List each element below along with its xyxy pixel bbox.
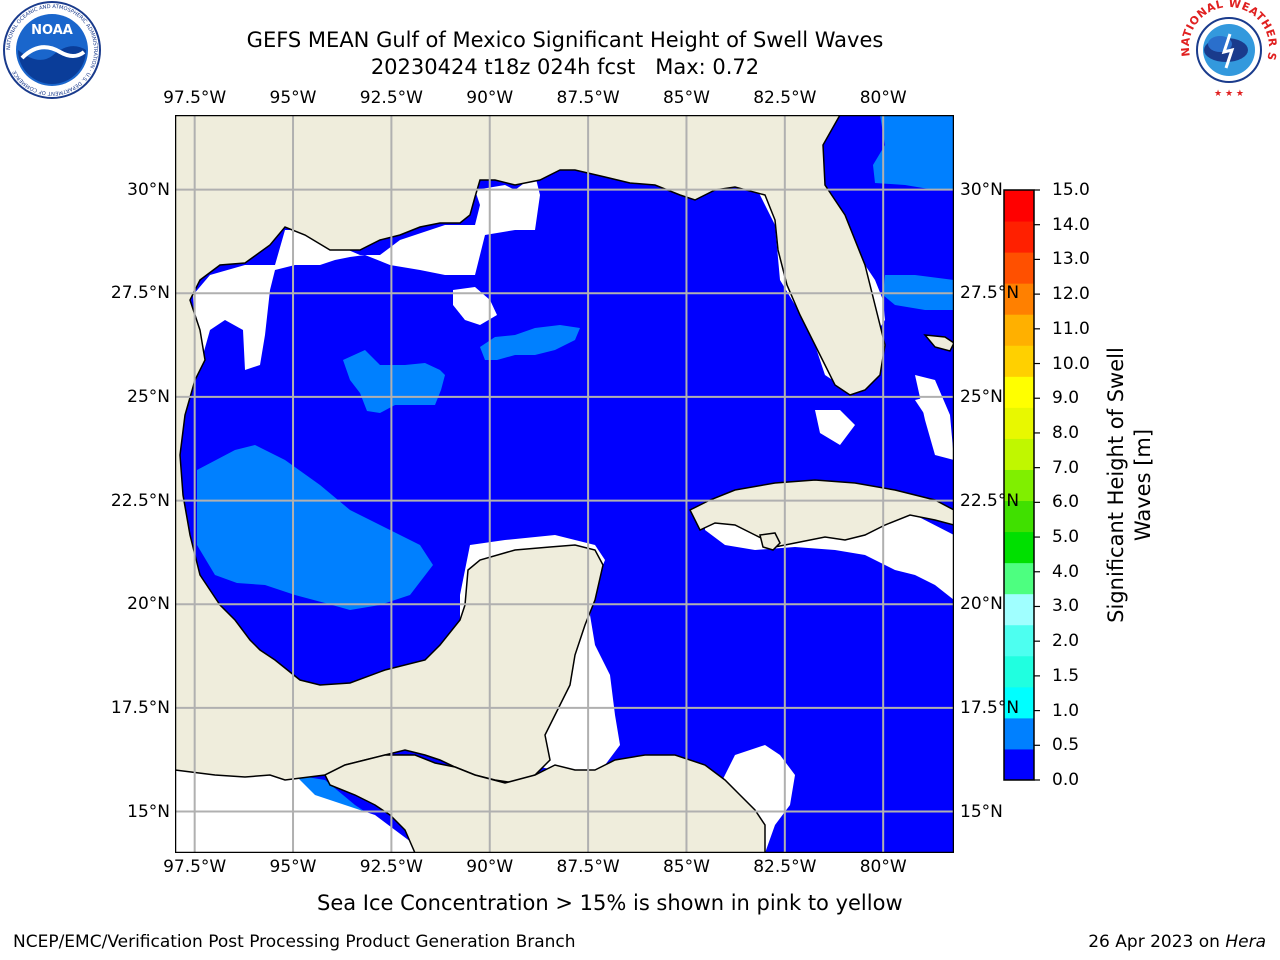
lat-tick-label-right: 15°N <box>960 801 1003 822</box>
colorbar-tick-label: 1.0 <box>1052 700 1080 721</box>
lat-tick-label-left: 25°N <box>127 386 170 407</box>
lon-tick-label-top: 82.5°W <box>753 88 817 108</box>
colorbar-segment <box>1004 748 1034 781</box>
colorbar-segment <box>1004 531 1034 564</box>
nws-logo: NATIONAL WEATHER SERVICE ★ ★ ★ <box>1173 0 1280 106</box>
lat-tick-label-right: 17.5°N <box>960 697 1020 718</box>
colorbar-tick-label: 4.0 <box>1052 561 1080 582</box>
lon-tick-label-top: 90°W <box>466 88 514 108</box>
footer-host: Hera <box>1225 932 1266 952</box>
colorbar-tick-label: 5.0 <box>1052 527 1080 548</box>
colorbar-tick-label: 3.0 <box>1052 596 1080 617</box>
colorbar-segment <box>1004 283 1034 315</box>
lat-tick-label-left: 15°N <box>127 801 170 822</box>
colorbar-tick-label: 1.5 <box>1052 665 1080 686</box>
lon-tick-label-bottom: 80°W <box>859 857 907 877</box>
colorbar-tick-label: 12.0 <box>1052 284 1090 305</box>
lon-tick-label-top: 97.5°W <box>163 88 227 108</box>
colorbar-segment <box>1004 376 1034 408</box>
noaa-logo-text: NOAA <box>31 23 73 38</box>
colorbar-tick-label: 0.5 <box>1052 735 1080 756</box>
colorbar-segment <box>1004 190 1034 222</box>
colorbar-segment <box>1004 562 1034 595</box>
colorbar-tick-label: 7.0 <box>1052 457 1080 478</box>
land-areas <box>174 114 955 856</box>
lat-tick-label-left: 17.5°N <box>110 697 170 718</box>
lat-tick-label-right: 30°N <box>960 179 1003 200</box>
colorbar-segment <box>1004 407 1034 439</box>
lon-tick-label-top: 85°W <box>662 88 710 108</box>
lat-tick-label-right: 22.5°N <box>960 490 1020 511</box>
colorbar-tick-label: 6.0 <box>1052 492 1080 513</box>
colorbar-segment <box>1004 717 1034 750</box>
gulf-of-mexico-map <box>174 114 955 856</box>
map-frame <box>174 114 955 854</box>
colorbar-label: Significant Height of Swell Waves [m] <box>1104 347 1155 623</box>
lon-tick-label-top: 92.5°W <box>359 88 423 108</box>
lat-tick-label-right: 25°N <box>960 386 1003 407</box>
colorbar-tick-label: 10.0 <box>1052 353 1090 374</box>
colorbar-frame <box>1003 189 1035 781</box>
footer-date: 26 Apr 2023 on <box>1088 932 1226 952</box>
colorbar-segment <box>1004 252 1034 284</box>
colorbar-tick-label: 11.0 <box>1052 318 1090 339</box>
svg-text:★ ★ ★: ★ ★ ★ <box>1214 89 1244 99</box>
chart-subtitle: 20230424 t18z 024h fcst Max: 0.72 <box>370 55 760 79</box>
lon-tick-label-bottom: 97.5°W <box>163 857 227 877</box>
colorbar-segment <box>1004 438 1034 470</box>
colorbar-segment <box>1004 345 1034 377</box>
lat-tick-label-right: 27.5°N <box>960 283 1020 304</box>
colorbar-segment <box>1004 593 1034 626</box>
colorbar-tick-label: 9.0 <box>1052 388 1080 409</box>
lon-tick-label-top: 87.5°W <box>556 88 620 108</box>
colorbar-segment <box>1004 314 1034 346</box>
footer-right: 26 Apr 2023 on Hera <box>1088 932 1266 952</box>
colorbar <box>1003 188 1043 786</box>
colorbar-tick-label: 2.0 <box>1052 631 1080 652</box>
lat-tick-label-right: 20°N <box>960 594 1003 615</box>
lat-tick-label-left: 20°N <box>127 594 170 615</box>
sea-ice-note: Sea Ice Concentration > 15% is shown in … <box>317 891 903 915</box>
lon-tick-label-bottom: 82.5°W <box>753 857 817 877</box>
lon-tick-label-bottom: 87.5°W <box>556 857 620 877</box>
colorbar-segment <box>1004 686 1034 719</box>
lon-tick-label-bottom: 85°W <box>662 857 710 877</box>
colorbar-tick-label: 15.0 <box>1052 180 1090 200</box>
lon-tick-label-top: 95°W <box>269 88 317 108</box>
colorbar-segment <box>1004 624 1034 657</box>
footer-left: NCEP/EMC/Verification Post Processing Pr… <box>13 932 576 952</box>
colorbar-segment <box>1004 469 1034 502</box>
colorbar-segment <box>1004 500 1034 533</box>
colorbar-segment <box>1004 655 1034 688</box>
lon-tick-label-top: 80°W <box>859 88 907 108</box>
noaa-logo: NOAA NATIONAL OCEANIC AND ATMOSPHERIC AD… <box>0 0 104 108</box>
colorbar-tick-label: 0.0 <box>1052 770 1080 790</box>
colorbar-tick-label: 13.0 <box>1052 249 1090 270</box>
chart-title: GEFS MEAN Gulf of Mexico Significant Hei… <box>246 28 884 52</box>
lon-tick-label-bottom: 90°W <box>466 857 514 877</box>
colorbar-tick-label: 8.0 <box>1052 422 1080 443</box>
colorbar-segment <box>1004 221 1034 253</box>
colorbar-tick-label: 14.0 <box>1052 214 1090 235</box>
lon-tick-label-bottom: 95°W <box>269 857 317 877</box>
lon-tick-label-bottom: 92.5°W <box>359 857 423 877</box>
lat-tick-label-left: 30°N <box>127 179 170 200</box>
lat-tick-label-left: 27.5°N <box>110 283 170 304</box>
gridlines <box>175 115 954 853</box>
lat-tick-label-left: 22.5°N <box>110 490 170 511</box>
